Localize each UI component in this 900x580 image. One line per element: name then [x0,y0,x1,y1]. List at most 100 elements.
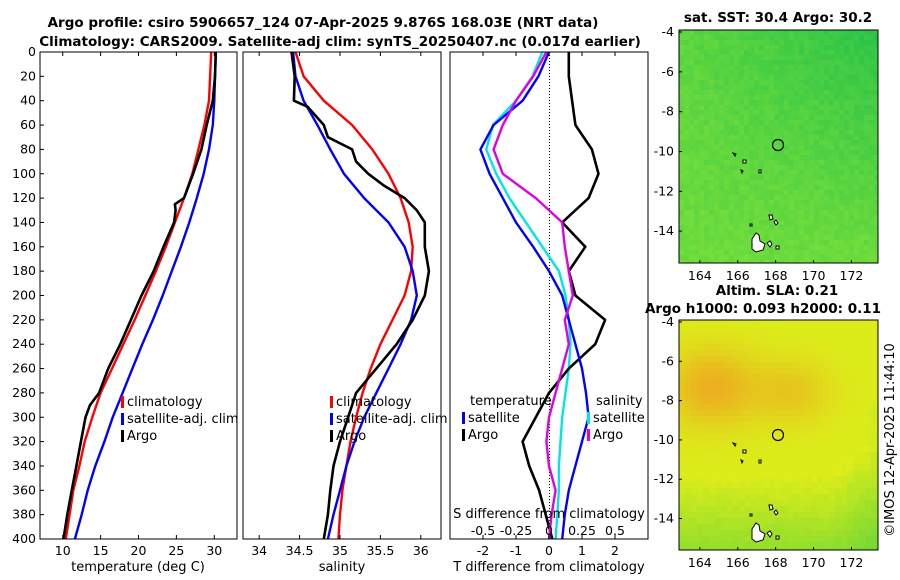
map-cell [679,155,685,161]
map-cell [849,240,855,246]
map-cell [684,170,690,176]
map-cell [691,518,698,525]
map-cell [804,40,810,46]
map-cell [809,170,815,176]
map-cell [847,542,854,549]
map-cell [679,326,686,333]
map-cell [749,185,755,191]
map-cell [697,428,704,435]
map-cell [733,344,740,351]
map-cell [839,125,845,131]
map-cell [794,200,800,206]
map-cell [679,536,686,543]
map-cell [835,494,842,501]
map-cell [824,250,830,256]
map-cell [835,350,842,357]
map-cell [799,386,806,393]
map-cell [739,368,746,375]
map-cell [739,175,745,181]
map-cell [759,120,765,126]
map-cell [749,230,755,236]
map-cell [874,130,879,136]
map-cell [734,225,740,231]
map-cell [751,422,758,429]
map-cell [824,105,830,111]
map-cell [757,338,764,345]
map-cell [754,220,760,226]
map-cell [679,470,686,477]
depth-tick-label: 60 [20,117,36,132]
map-cell [703,332,710,339]
map-cell [779,220,785,226]
map-cell [685,380,692,387]
map-cell [744,190,750,196]
map-cell [841,524,848,531]
map-cell [709,392,716,399]
map-cell [679,175,685,181]
map-cell [871,368,878,375]
map-cell [769,185,775,191]
map-cell [685,458,692,465]
map-cell [704,145,710,151]
map-cell [814,70,820,76]
map-cell [679,542,686,549]
map-cell [847,500,854,507]
map-cell [715,500,722,507]
map-cell [844,230,850,236]
map-cell [849,120,855,126]
map-cell [734,230,740,236]
map-cell [847,422,854,429]
map-cell [709,494,716,501]
map-cell [864,40,870,46]
map-cell [787,470,794,477]
map-cell [775,482,782,489]
map-cell [779,70,785,76]
map-cell [817,470,824,477]
legend-swatch [121,413,124,425]
map-cell [699,175,705,181]
map-cell [727,344,734,351]
map-cell [679,170,685,176]
map-cell [763,434,770,441]
map-cell [714,75,720,81]
map-cell [781,344,788,351]
map-cell [829,235,835,241]
map-cell [789,75,795,81]
map-cell [787,422,794,429]
map-cell [799,120,805,126]
map-cell [854,160,860,166]
map-cell [869,40,875,46]
map-cell [721,332,728,339]
map-cell [699,230,705,236]
map-cell [839,60,845,66]
map-cell [724,75,730,81]
map-cell [799,165,805,171]
map-cell [859,155,865,161]
map-cell [809,90,815,96]
map-cell [757,416,764,423]
map-cell [824,155,830,161]
map-cell [859,135,865,141]
map-cell [704,220,710,226]
map-cell [689,30,695,36]
map-cell [854,185,860,191]
map-cell [739,110,745,116]
map-cell [819,260,825,264]
map-cell [874,255,879,261]
map-cell [745,488,752,495]
map-cell [744,70,750,76]
map-cell [811,380,818,387]
map-cell [679,240,685,246]
map-cell [769,80,775,86]
map-cell [769,398,776,405]
map-cell [764,215,770,221]
map-cell [874,185,879,191]
map-cell [829,434,836,441]
map-cell [779,260,785,264]
map-cell [784,55,790,61]
map-cell [835,470,842,477]
map-cell [781,410,788,417]
map-cell [689,255,695,261]
map-cell [869,230,875,236]
map-cell [734,65,740,71]
